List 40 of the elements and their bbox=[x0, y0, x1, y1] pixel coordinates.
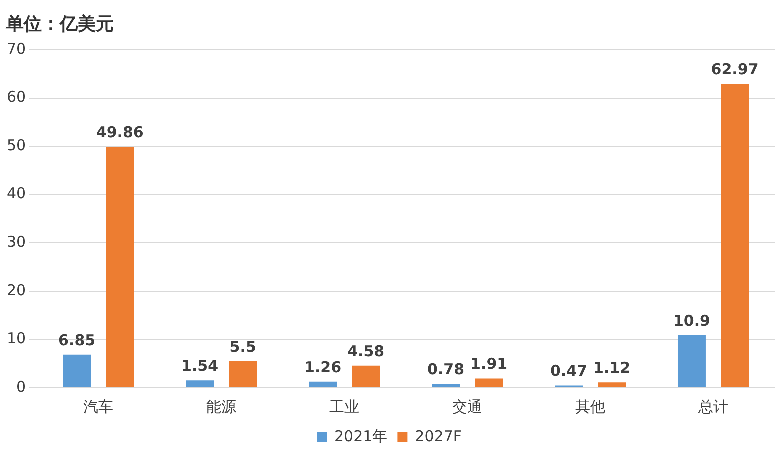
y-tick-label: 0 bbox=[16, 378, 26, 396]
data-label: 1.54 bbox=[182, 356, 219, 375]
bar bbox=[598, 382, 626, 388]
data-label: 10.9 bbox=[673, 312, 710, 330]
data-label: 1.26 bbox=[304, 358, 342, 376]
y-tick-label: 20 bbox=[6, 281, 26, 300]
legend-label: 2027F bbox=[415, 427, 462, 446]
x-tick-label: 交通 bbox=[452, 398, 483, 416]
bar bbox=[106, 147, 134, 388]
x-tick-label: 其他 bbox=[576, 398, 606, 416]
y-tick-label: 40 bbox=[6, 184, 26, 203]
y-tick-label: 10 bbox=[6, 330, 26, 348]
data-label: 49.86 bbox=[96, 124, 144, 142]
data-label: 0.78 bbox=[428, 360, 465, 379]
bar bbox=[678, 335, 706, 388]
y-tick-label: 60 bbox=[6, 88, 26, 106]
x-tick-label: 能源 bbox=[206, 398, 237, 416]
bar bbox=[229, 361, 258, 388]
bar bbox=[432, 384, 460, 388]
data-label: 1.12 bbox=[594, 358, 631, 377]
data-label: 4.58 bbox=[348, 342, 385, 360]
x-tick-label: 汽车 bbox=[84, 398, 114, 416]
data-label: 0.47 bbox=[550, 362, 588, 380]
data-label: 1.91 bbox=[470, 355, 508, 374]
y-tick-label: 70 bbox=[6, 40, 26, 58]
x-tick-label: 工业 bbox=[330, 398, 360, 416]
data-label: 6.85 bbox=[58, 331, 96, 350]
data-label: 62.97 bbox=[711, 60, 759, 78]
y-tick-label: 50 bbox=[6, 136, 26, 154]
y-tick-label: 30 bbox=[6, 233, 26, 252]
legend-label: 2021年 bbox=[334, 427, 388, 446]
bar bbox=[309, 382, 338, 388]
bar bbox=[63, 354, 92, 388]
data-label: 5.5 bbox=[230, 338, 256, 356]
bar bbox=[721, 84, 750, 388]
bar bbox=[186, 380, 214, 388]
chart-title: 单位：亿美元 bbox=[6, 13, 114, 36]
x-tick-label: 总计 bbox=[698, 398, 729, 416]
bar bbox=[352, 366, 380, 388]
bar bbox=[475, 378, 504, 388]
